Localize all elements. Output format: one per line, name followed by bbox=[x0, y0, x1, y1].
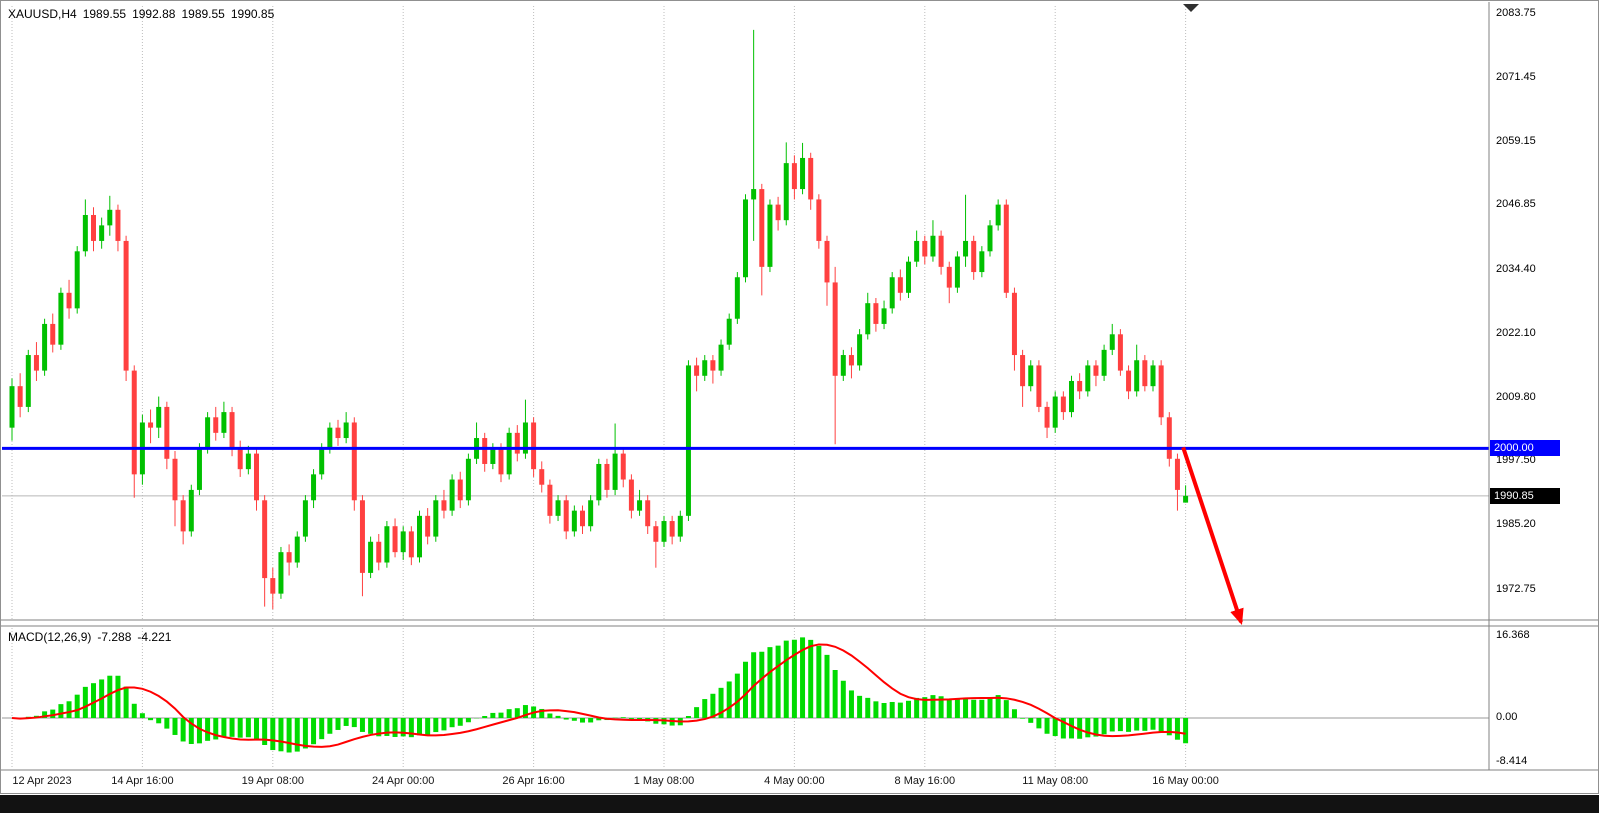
macd-readout: MACD(12,26,9) -7.288 -4.221 bbox=[8, 630, 177, 644]
gridlines bbox=[11, 6, 1187, 768]
high-value: 1992.88 bbox=[132, 7, 176, 21]
hline-price-badge: 2000.00 bbox=[1490, 440, 1560, 457]
time-axis-label: 26 Apr 16:00 bbox=[502, 775, 565, 787]
macd-main-value: -7.288 bbox=[97, 630, 132, 644]
macd-signal-curve bbox=[11, 643, 1186, 748]
candles-layer bbox=[9, 29, 1189, 610]
price-axis-label: 2034.40 bbox=[1496, 262, 1536, 275]
low-value: 1989.55 bbox=[181, 7, 225, 21]
time-axis-label: 24 Apr 00:00 bbox=[371, 775, 435, 787]
bid-price-badge: 1990.85 bbox=[1490, 487, 1560, 504]
time-axis-label: 14 Apr 16:00 bbox=[111, 775, 174, 787]
price-axis-label: 1972.75 bbox=[1496, 582, 1536, 595]
price-axis-label: 2046.85 bbox=[1496, 198, 1536, 211]
macd-indicator-name: MACD(12,26,9) bbox=[8, 630, 92, 644]
time-axis[interactable]: 12 Apr 2023 14 Apr 16:00 19 Apr 08:00 24 Ap… bbox=[0, 772, 1599, 792]
time-axis-label: 4 May 00:00 bbox=[764, 775, 825, 787]
price-axis-label: 2071.45 bbox=[1496, 70, 1536, 83]
price-axis-label: 2022.10 bbox=[1496, 326, 1536, 339]
price-axis-label: 2059.15 bbox=[1496, 134, 1536, 147]
time-axis-label: 19 Apr 08:00 bbox=[241, 775, 304, 787]
price-axis-label: 1985.20 bbox=[1496, 518, 1536, 531]
symbol-timeframe-label: XAUUSD,H4 bbox=[8, 7, 77, 21]
down-arrow-annotation[interactable] bbox=[1181, 446, 1244, 626]
price-axis-label: 2009.80 bbox=[1496, 390, 1536, 403]
chart-shift-marker-icon[interactable] bbox=[1183, 4, 1199, 12]
macd-axis-label: 16.368 bbox=[1496, 629, 1530, 641]
time-axis-label: 1 May 08:00 bbox=[633, 775, 695, 787]
bottom-strip bbox=[0, 795, 1599, 813]
time-axis-label: 11 May 08:00 bbox=[1022, 775, 1089, 787]
time-axis-label: 16 May 00:00 bbox=[1152, 775, 1219, 787]
price-axis-label: 2083.75 bbox=[1496, 7, 1536, 19]
macd-axis-label: 0.00 bbox=[1496, 711, 1518, 723]
macd-signal-value: -4.221 bbox=[137, 630, 172, 644]
symbol-ohlc-readout: XAUUSD,H4 1989.55 1992.88 1989.55 1990.85 bbox=[8, 7, 280, 21]
macd-histogram bbox=[17, 637, 1189, 753]
price-axis[interactable]: 2083.75 2071.45 2059.15 2046.85 2034.40 2022.… bbox=[1492, 0, 1599, 770]
price-axis-label: 1997.50 bbox=[1496, 454, 1536, 467]
window-frame bbox=[0, 0, 1599, 794]
time-axis-label: 12 Apr 2023 bbox=[12, 775, 72, 787]
close-value: 1990.85 bbox=[230, 7, 275, 21]
time-axis-label: 8 May 16:00 bbox=[894, 775, 956, 787]
open-value: 1989.55 bbox=[82, 7, 127, 21]
macd-axis-label: -8.414 bbox=[1496, 754, 1528, 767]
